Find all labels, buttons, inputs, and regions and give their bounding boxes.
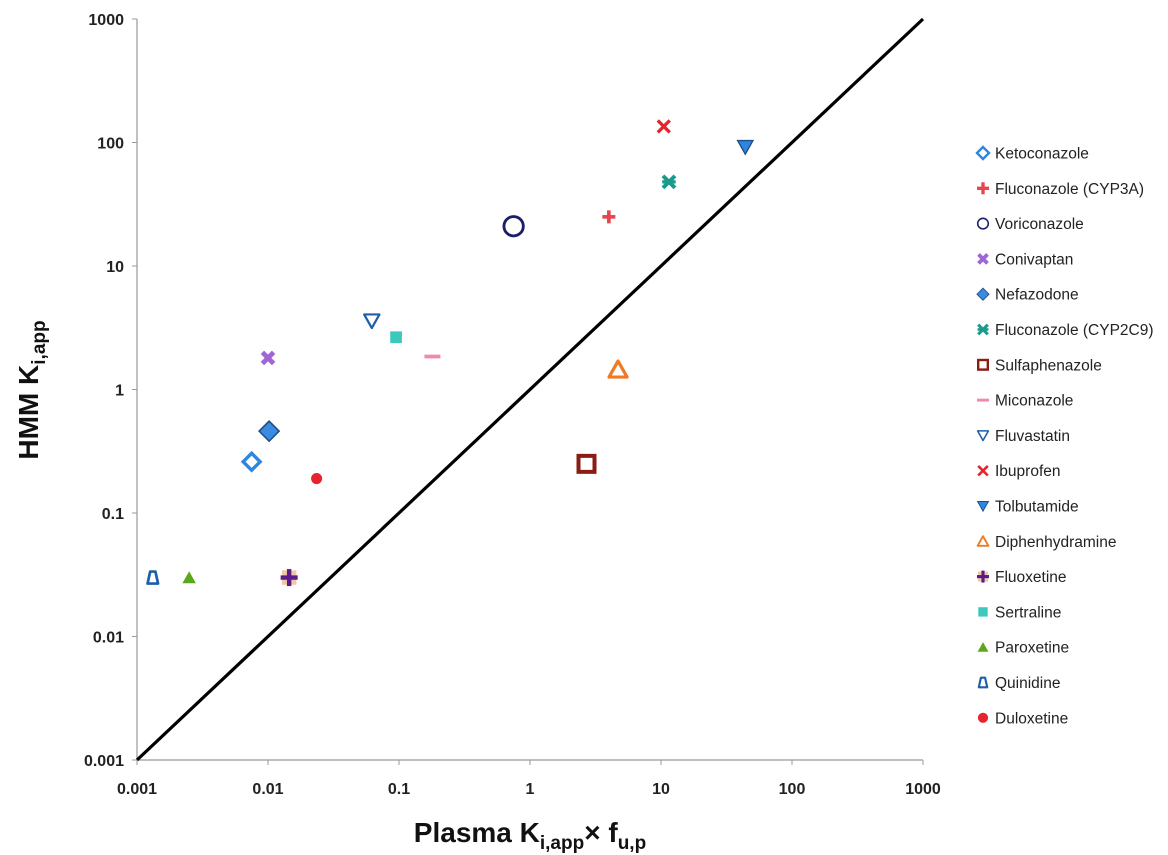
data-point bbox=[363, 313, 381, 330]
legend-item: Tolbutamide bbox=[976, 499, 1079, 516]
legend-item: Duloxetine bbox=[977, 710, 1068, 727]
legend-item: Ketoconazole bbox=[975, 145, 1089, 163]
legend-label: Paroxetine bbox=[995, 640, 1069, 657]
legend-marker bbox=[977, 642, 989, 652]
legend-marker bbox=[977, 464, 989, 477]
x-axis-title-main: Plasma K bbox=[414, 817, 540, 848]
unity-line-group bbox=[135, 17, 925, 762]
legend-marker bbox=[977, 182, 989, 195]
y-tick-label: 100 bbox=[97, 136, 124, 153]
legend-marker bbox=[976, 501, 990, 513]
data-point bbox=[182, 571, 196, 584]
legend-label: Conivaptan bbox=[995, 251, 1073, 268]
legend-item: Paroxetine bbox=[977, 640, 1069, 657]
legend-item: Sertraline bbox=[978, 604, 1061, 621]
x-axis-title-sub2: u,p bbox=[618, 833, 647, 854]
x-tick-label: 0.01 bbox=[252, 781, 283, 798]
data-point bbox=[146, 570, 160, 585]
legend-label: Ketoconazole bbox=[995, 146, 1089, 163]
x-axis-title: Plasma Ki,app× fu,p bbox=[414, 817, 646, 854]
data-point bbox=[602, 210, 616, 224]
legend-label: Miconazole bbox=[995, 393, 1073, 410]
legend-label: Diphenhydramine bbox=[995, 534, 1117, 551]
legend-marker bbox=[977, 570, 989, 583]
legend-item: Fluoxetine bbox=[977, 569, 1067, 586]
legend-item: Ibuprofen bbox=[977, 463, 1061, 480]
legend: Ketoconazole Fluconazole (CYP3A) Voriconaz… bbox=[975, 145, 1154, 727]
legend-marker bbox=[977, 253, 989, 265]
data-point bbox=[280, 569, 298, 587]
data-point bbox=[390, 331, 402, 344]
x-axis-title-mid: × f bbox=[584, 817, 618, 848]
legend-item: Fluvastatin bbox=[976, 428, 1070, 445]
y-tick-label: 1000 bbox=[88, 12, 124, 29]
data-point bbox=[576, 453, 597, 474]
x-tick-label: 0.1 bbox=[388, 781, 410, 798]
y-tick-label: 0.01 bbox=[93, 630, 124, 647]
legend-label: Fluoxetine bbox=[995, 569, 1067, 586]
legend-item: Nefazodone bbox=[976, 287, 1079, 304]
data-point bbox=[240, 450, 263, 473]
legend-label: Nefazodone bbox=[995, 287, 1079, 304]
legend-item: Quinidine bbox=[977, 675, 1061, 692]
y-axis-title-main: HMM K bbox=[13, 365, 44, 460]
x-tick-label: 10 bbox=[652, 781, 670, 798]
legend-marker bbox=[976, 287, 990, 301]
legend-item: Miconazole bbox=[977, 393, 1073, 410]
x-tick-label: 0.001 bbox=[117, 781, 157, 798]
legend-item: Fluconazole (CYP3A) bbox=[977, 181, 1144, 198]
legend-item: Fluconazole (CYP2C9) bbox=[977, 322, 1154, 339]
data-point bbox=[661, 174, 677, 190]
legend-label: Ibuprofen bbox=[995, 463, 1061, 480]
legend-marker bbox=[978, 607, 988, 617]
data-point bbox=[502, 215, 525, 238]
x-tick-label: 1 bbox=[526, 781, 535, 798]
legend-marker bbox=[976, 535, 990, 547]
legend-marker bbox=[977, 712, 989, 723]
legend-label: Sulfaphenazole bbox=[995, 357, 1102, 374]
legend-label: Fluvastatin bbox=[995, 428, 1070, 445]
legend-label: Tolbutamide bbox=[995, 499, 1079, 516]
data-point bbox=[257, 420, 281, 443]
data-points bbox=[146, 119, 755, 587]
legend-item: Sulfaphenazole bbox=[977, 357, 1102, 374]
y-axis-title: HMM Ki,app bbox=[13, 320, 50, 459]
legend-item: Conivaptan bbox=[977, 251, 1073, 268]
y-tick-label: 0.001 bbox=[84, 753, 124, 770]
legend-marker bbox=[977, 323, 989, 336]
data-point bbox=[736, 139, 755, 156]
legend-label: Quinidine bbox=[995, 675, 1061, 692]
y-tick-label: 0.1 bbox=[102, 506, 124, 523]
y-tick-label: 1 bbox=[115, 383, 124, 400]
legend-marker bbox=[977, 358, 990, 371]
legend-label: Duloxetine bbox=[995, 710, 1068, 727]
data-point bbox=[260, 350, 276, 366]
legend-item: Diphenhydramine bbox=[976, 534, 1117, 551]
x-tick-label: 1000 bbox=[905, 781, 941, 798]
y-axis-title-sub: i,app bbox=[29, 320, 50, 364]
legend-label: Sertraline bbox=[995, 604, 1061, 621]
legend-marker bbox=[976, 217, 990, 230]
legend-label: Fluconazole (CYP2C9) bbox=[995, 322, 1154, 339]
y-tick-labels: 0.001 0.01 0.1 1 10 100 1000 bbox=[84, 12, 137, 770]
legend-marker bbox=[976, 430, 990, 442]
y-tick-label: 10 bbox=[106, 259, 124, 276]
data-point bbox=[607, 359, 629, 379]
data-point bbox=[656, 119, 671, 134]
legend-marker bbox=[977, 676, 989, 689]
legend-label: Fluconazole (CYP3A) bbox=[995, 181, 1144, 198]
legend-label: Voriconazole bbox=[995, 216, 1084, 233]
x-tick-label: 100 bbox=[779, 781, 806, 798]
legend-item: Voriconazole bbox=[976, 216, 1084, 233]
legend-marker bbox=[975, 145, 991, 161]
x-tick-labels: 0.001 0.01 0.1 1 10 100 1000 bbox=[117, 760, 941, 798]
unity-line bbox=[135, 17, 925, 762]
x-axis-title-sub: i,app bbox=[540, 833, 584, 854]
data-point bbox=[311, 473, 323, 485]
